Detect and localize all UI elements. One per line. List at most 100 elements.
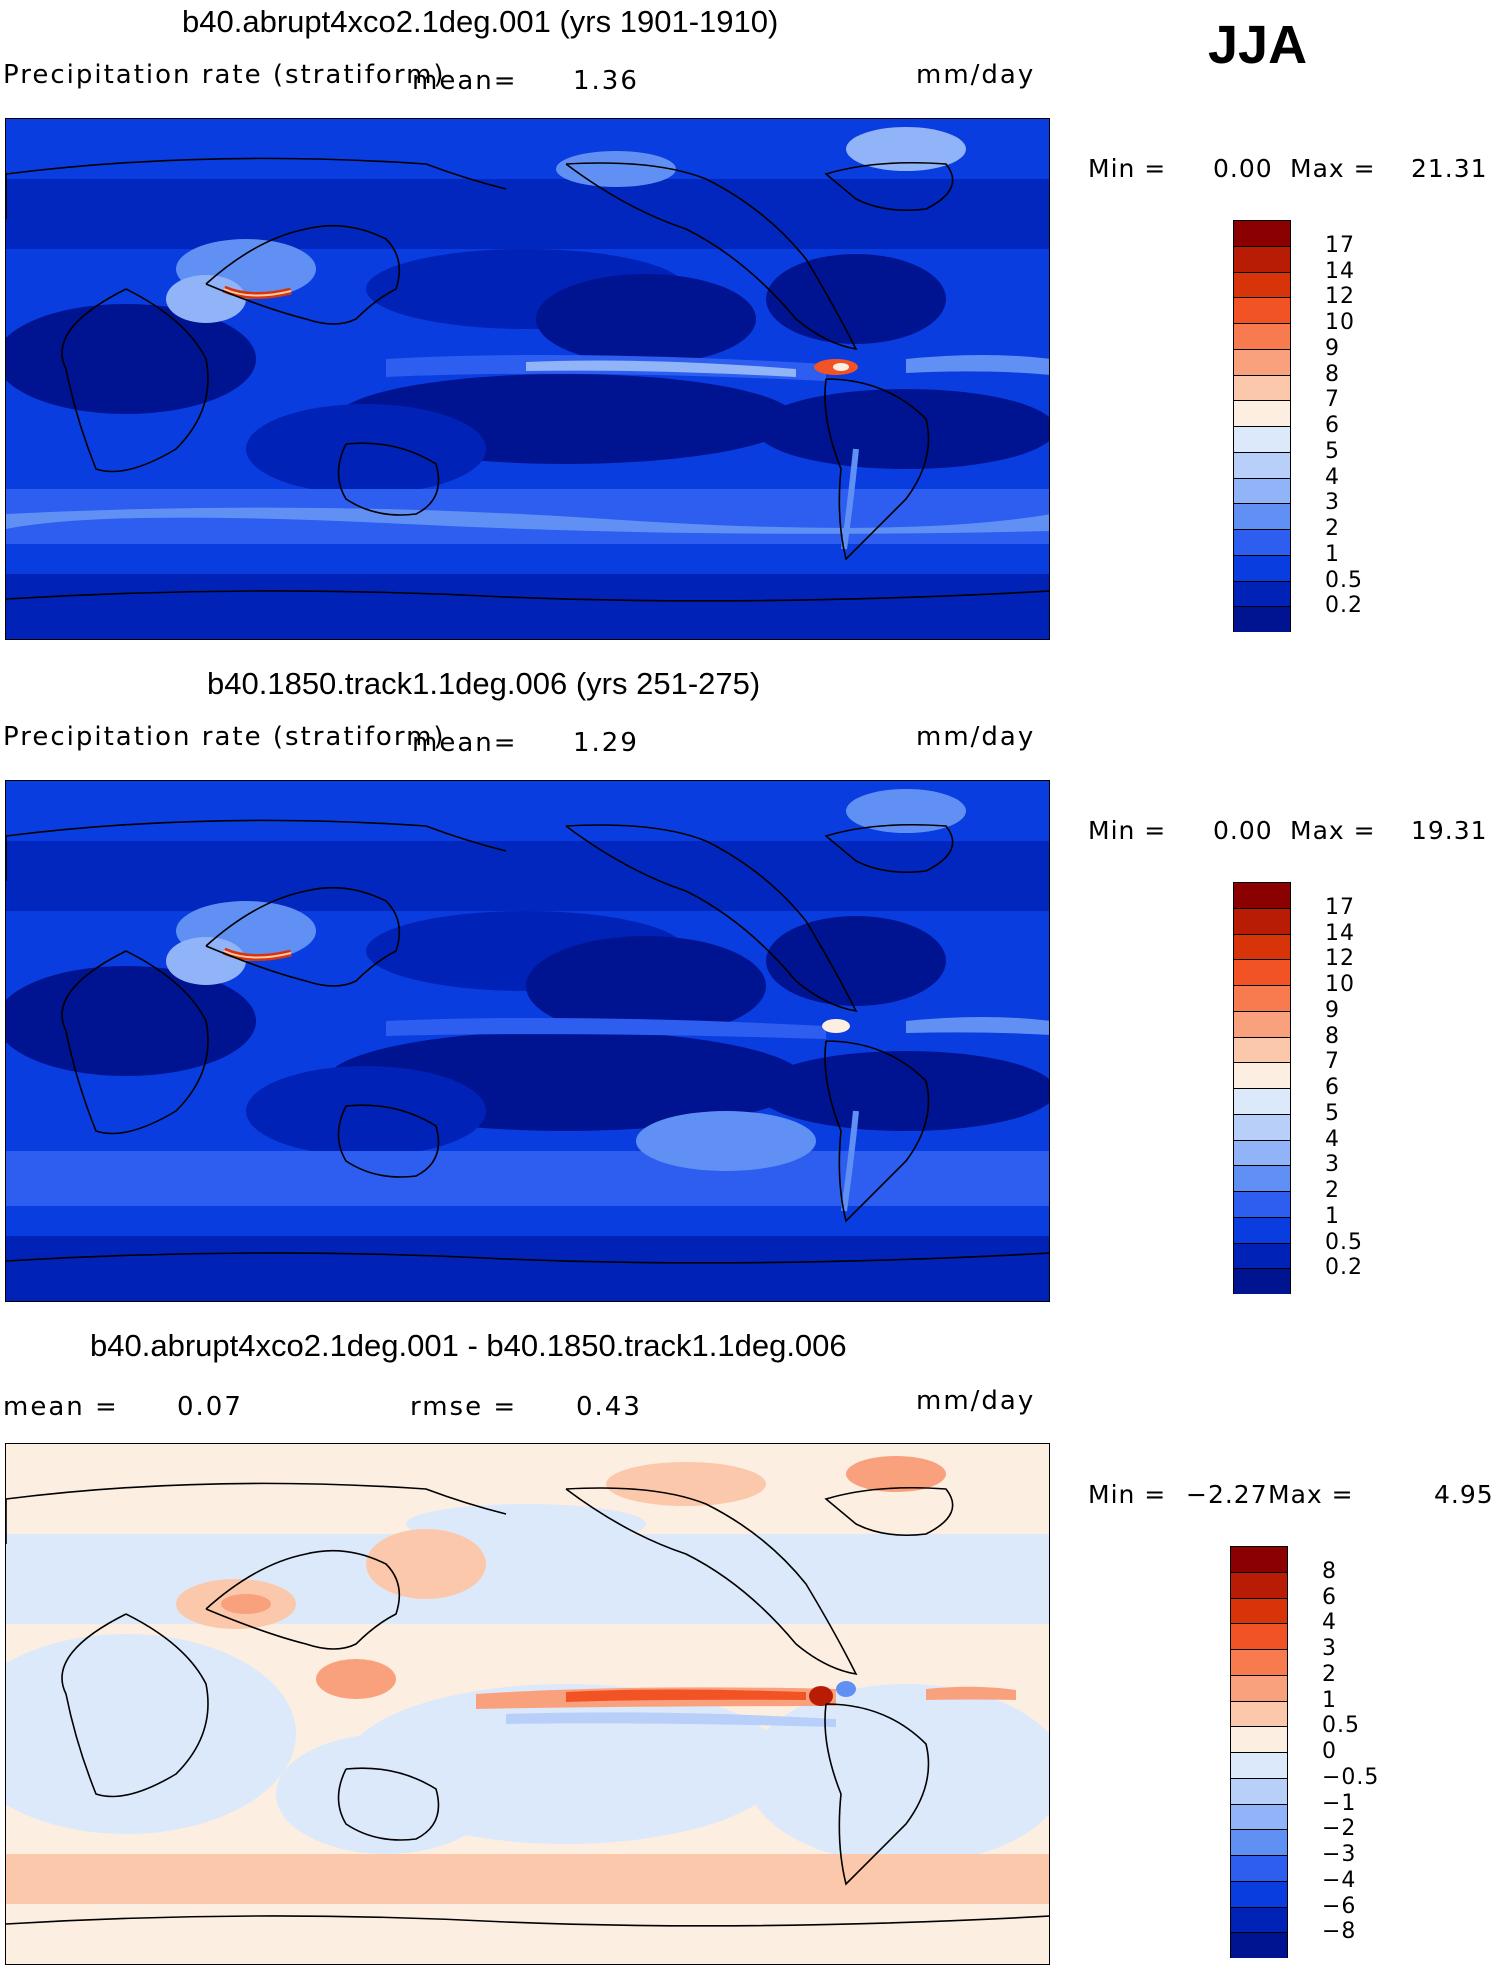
colorbar-tick-label: 1 bbox=[1325, 541, 1340, 567]
colorbar-swatch bbox=[1230, 1906, 1288, 1933]
colorbar-tick-label: 17 bbox=[1325, 232, 1355, 258]
colorbar-tick-label: 3 bbox=[1325, 1152, 1340, 1178]
colorbar-tick-label: 5 bbox=[1325, 438, 1340, 464]
colorbar: 17 14 12 10 9 8 7 6 5 4 3 2 1 0.5 0.2 bbox=[1233, 220, 1383, 632]
max-label: Max = bbox=[1268, 1480, 1354, 1509]
colorbar-tick-label: 14 bbox=[1325, 920, 1355, 946]
colorbar-swatch bbox=[1233, 348, 1291, 375]
colorbar-swatch bbox=[1233, 1062, 1291, 1088]
colorbar: 8 6 4 3 2 1 0.5 0 −0.5 −1 −2 −3 −4 −6 −8 bbox=[1230, 1546, 1380, 1958]
mean-value: 0.07 bbox=[177, 1392, 243, 1422]
colorbar-swatch bbox=[1230, 1649, 1288, 1675]
map-field bbox=[6, 1444, 1049, 1964]
colorbar-tick-label: 0.2 bbox=[1325, 1255, 1363, 1281]
colorbar-tick-label: 8 bbox=[1322, 1558, 1337, 1584]
panel-title: b40.abrupt4xco2.1deg.001 (yrs 1901-1910) bbox=[182, 4, 779, 39]
precip-map bbox=[5, 118, 1050, 640]
colorbar-tick-label: 10 bbox=[1325, 972, 1355, 997]
colorbar-swatch bbox=[1233, 477, 1291, 504]
colorbar-tick-label: 2 bbox=[1325, 1178, 1340, 1203]
colorbar-swatch bbox=[1230, 1855, 1288, 1881]
colorbar-swatch bbox=[1233, 503, 1291, 529]
colorbar-swatch bbox=[1230, 1571, 1288, 1598]
colorbar-tick-label: 7 bbox=[1325, 387, 1340, 413]
colorbar-swatch bbox=[1233, 933, 1291, 960]
rmse-label: rmse = bbox=[410, 1392, 518, 1422]
colorbar-swatch bbox=[1233, 907, 1291, 934]
colorbar-swatch bbox=[1233, 1268, 1291, 1294]
colorbar-tick-label: 9 bbox=[1325, 335, 1340, 361]
colorbar-swatch bbox=[1233, 1165, 1291, 1191]
colorbar-swatch bbox=[1233, 245, 1291, 272]
colorbar-tick-label: −1 bbox=[1322, 1790, 1357, 1816]
colorbar-swatch bbox=[1233, 1191, 1291, 1217]
colorbar-swatch bbox=[1230, 1932, 1288, 1958]
colorbar-swatch bbox=[1233, 1036, 1291, 1063]
colorbar-tick-label: −3 bbox=[1322, 1842, 1357, 1867]
colorbar-swatch bbox=[1230, 1700, 1288, 1727]
colorbar-tick-label: 6 bbox=[1325, 1075, 1340, 1100]
max-label: Max = bbox=[1290, 154, 1376, 183]
colorbar-swatch bbox=[1233, 580, 1291, 607]
colorbar-tick-label: 17 bbox=[1325, 894, 1355, 920]
colorbar-swatch bbox=[1230, 1674, 1288, 1701]
mean-value: 1.29 bbox=[573, 728, 639, 758]
diff-map bbox=[5, 1443, 1050, 1965]
mean-value: 1.36 bbox=[573, 66, 639, 96]
colorbar-tick-label: −0.5 bbox=[1322, 1764, 1380, 1790]
colorbar-swatch bbox=[1230, 1777, 1288, 1804]
variable-label: Precipitation rate (stratiform) bbox=[3, 722, 446, 752]
colorbar-tick-label: 10 bbox=[1325, 310, 1355, 335]
precip-map bbox=[5, 780, 1050, 1302]
min-label: Min = bbox=[1088, 1480, 1167, 1509]
colorbar-swatch bbox=[1230, 1546, 1288, 1572]
colorbar-tick-label: 9 bbox=[1325, 997, 1340, 1023]
colorbar-swatch bbox=[1233, 426, 1291, 452]
colorbar: 17 14 12 10 9 8 7 6 5 4 3 2 1 0.5 0.2 bbox=[1233, 882, 1383, 1294]
colorbar-swatch bbox=[1230, 1623, 1288, 1649]
colorbar-tick-label: 6 bbox=[1325, 413, 1340, 438]
colorbar-swatch bbox=[1233, 959, 1291, 985]
colorbar-tick-label: 0.5 bbox=[1325, 567, 1363, 593]
colorbar-tick-label: 3 bbox=[1322, 1636, 1337, 1661]
max-value: 21.31 bbox=[1411, 154, 1488, 183]
colorbar-swatch bbox=[1230, 1752, 1288, 1778]
colorbar-tick-label: 4 bbox=[1322, 1610, 1337, 1636]
colorbar-swatch bbox=[1233, 1242, 1291, 1269]
colorbar-tick-label: −2 bbox=[1322, 1816, 1357, 1842]
colorbar-swatch bbox=[1233, 451, 1291, 478]
colorbar-tick-label: 1 bbox=[1325, 1203, 1340, 1229]
colorbar-tick-label: 2 bbox=[1322, 1661, 1337, 1687]
min-value: −2.27 bbox=[1186, 1480, 1268, 1509]
colorbar-swatch bbox=[1233, 400, 1291, 426]
panel-title: b40.abrupt4xco2.1deg.001 - b40.1850.trac… bbox=[90, 1328, 847, 1363]
colorbar-swatch bbox=[1233, 1139, 1291, 1166]
colorbar-swatch bbox=[1233, 323, 1291, 349]
colorbar-swatch bbox=[1233, 271, 1291, 298]
colorbar-tick-label: 0 bbox=[1322, 1739, 1337, 1764]
colorbar-tick-label: 12 bbox=[1325, 946, 1355, 972]
colorbar-swatch bbox=[1233, 220, 1291, 246]
colorbar-tick-label: −8 bbox=[1322, 1919, 1357, 1945]
colorbar-swatch bbox=[1230, 1880, 1288, 1907]
min-label: Min = bbox=[1088, 154, 1167, 183]
min-value: 0.00 bbox=[1213, 816, 1273, 845]
season-label: JJA bbox=[1208, 15, 1308, 75]
colorbar-swatch bbox=[1233, 985, 1291, 1011]
colorbar-swatch bbox=[1233, 297, 1291, 323]
colorbar-tick-label: 4 bbox=[1325, 1126, 1340, 1152]
mean-label: mean= bbox=[412, 728, 518, 758]
map-field bbox=[6, 781, 1049, 1301]
map-field bbox=[6, 119, 1049, 639]
colorbar-swatch bbox=[1230, 1597, 1288, 1624]
colorbar-tick-label: 14 bbox=[1325, 258, 1355, 284]
colorbar-tick-label: 8 bbox=[1325, 1023, 1340, 1049]
units-label: mm/day bbox=[916, 60, 1036, 90]
units-label: mm/day bbox=[916, 722, 1036, 752]
colorbar-swatch bbox=[1233, 1216, 1291, 1243]
colorbar-swatch bbox=[1233, 882, 1291, 908]
mean-label: mean= bbox=[412, 66, 518, 96]
colorbar-tick-label: 3 bbox=[1325, 490, 1340, 516]
colorbar-tick-label: 0.2 bbox=[1325, 593, 1363, 619]
colorbar-swatch bbox=[1230, 1803, 1288, 1830]
